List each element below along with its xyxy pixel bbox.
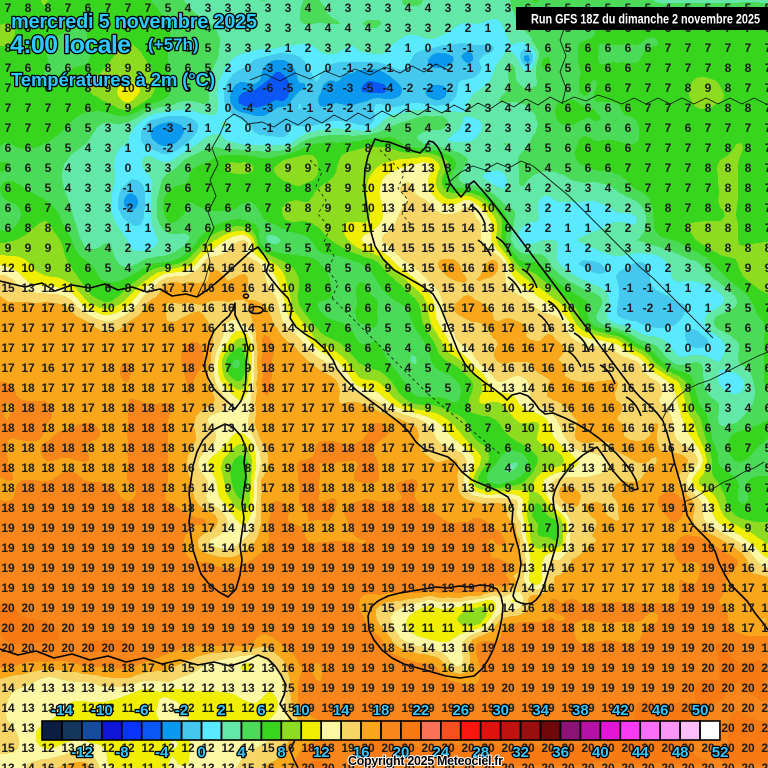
svg-text:6: 6 [257,702,265,719]
svg-text:52: 52 [712,744,729,761]
svg-text:-14: -14 [51,702,73,719]
svg-text:34: 34 [532,702,549,719]
svg-text:12: 12 [313,744,330,761]
svg-text:-12: -12 [71,744,93,761]
svg-text:36: 36 [552,744,569,761]
svg-text:8: 8 [277,744,285,761]
svg-text:0: 0 [197,744,205,761]
svg-text:10: 10 [293,702,310,719]
svg-text:32: 32 [512,744,529,761]
svg-text:mercredi 5 novembre 2025: mercredi 5 novembre 2025 [11,11,257,33]
svg-text:-2: -2 [175,702,188,719]
svg-text:Copyright 2025 Meteociel.fr: Copyright 2025 Meteociel.fr [348,754,503,768]
svg-text:40: 40 [592,744,609,761]
svg-text:46: 46 [652,702,669,719]
svg-text:38: 38 [572,702,589,719]
svg-text:-10: -10 [91,702,113,719]
svg-text:24: 24 [433,744,450,761]
svg-text:42: 42 [612,702,629,719]
svg-text:28: 28 [472,744,489,761]
svg-text:48: 48 [672,744,689,761]
svg-text:22: 22 [413,702,430,719]
svg-text:26: 26 [452,702,469,719]
svg-text:16: 16 [353,744,370,761]
svg-text:30: 30 [492,702,509,719]
svg-text:4: 4 [237,744,246,761]
svg-text:-4: -4 [155,744,169,761]
svg-text:4:00 locale: 4:00 locale [10,31,131,59]
svg-text:2: 2 [217,702,225,719]
svg-text:18: 18 [373,702,390,719]
svg-text:Run GFS 18Z du dimanche 2 nove: Run GFS 18Z du dimanche 2 novembre 2025 [531,11,760,27]
svg-text:Températures à 2m (°C): Températures à 2m (°C) [11,69,215,90]
svg-text:50: 50 [692,702,709,719]
svg-text:-6: -6 [135,702,148,719]
svg-text:-8: -8 [115,744,128,761]
svg-text:20: 20 [393,744,410,761]
svg-text:14: 14 [333,702,350,719]
svg-text:44: 44 [632,744,649,761]
svg-text:(+57h): (+57h) [148,35,199,54]
